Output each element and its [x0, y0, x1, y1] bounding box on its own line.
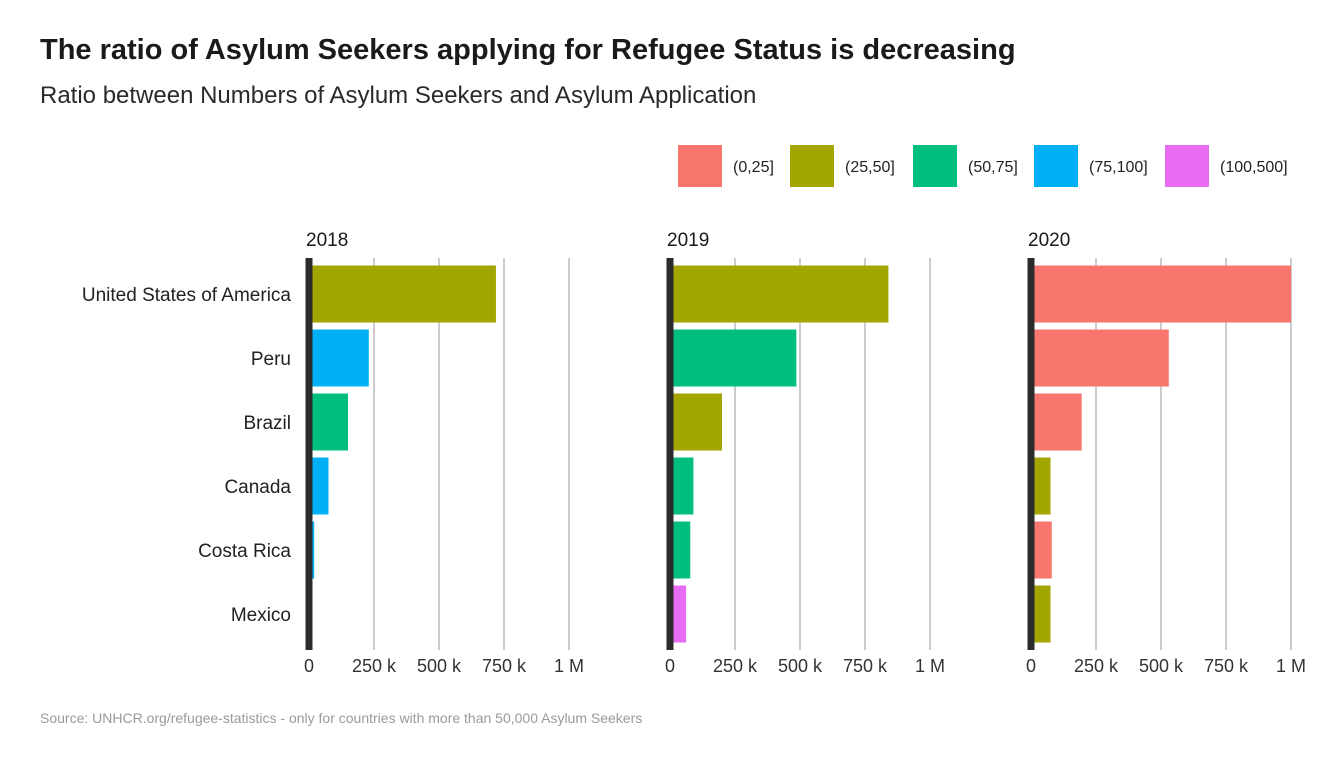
legend-label: (0,25]	[733, 159, 774, 176]
x-tick-label: 0	[304, 656, 314, 676]
x-tick-label: 500 k	[778, 656, 823, 676]
legend-key	[678, 145, 722, 187]
bar	[670, 393, 722, 451]
x-tick-label: 750 k	[482, 656, 527, 676]
x-tick-label: 750 k	[843, 656, 888, 676]
bar	[670, 457, 694, 515]
legend-label: (25,50]	[845, 159, 895, 176]
category-label: Peru	[251, 349, 291, 370]
panel-title: 2018	[306, 230, 348, 251]
bar	[1031, 329, 1169, 387]
x-tick-label: 1 M	[1276, 656, 1306, 676]
bar	[670, 521, 691, 579]
x-tick-label: 1 M	[915, 656, 945, 676]
x-tick-label: 500 k	[1139, 656, 1184, 676]
bar	[1031, 585, 1051, 643]
legend-label: (50,75]	[968, 159, 1018, 176]
chart-title: The ratio of Asylum Seekers applying for…	[40, 34, 1016, 66]
chart-caption: Source: UNHCR.org/refugee-statistics - o…	[40, 710, 643, 726]
bar	[1031, 265, 1291, 323]
category-label: Costa Rica	[198, 541, 291, 562]
bar	[1031, 457, 1051, 515]
x-tick-label: 1 M	[554, 656, 584, 676]
bar	[1031, 521, 1052, 579]
legend-key	[790, 145, 834, 187]
category-label: Mexico	[231, 605, 291, 626]
bar	[670, 329, 797, 387]
x-tick-label: 500 k	[417, 656, 462, 676]
bar	[670, 265, 889, 323]
chart-subtitle: Ratio between Numbers of Asylum Seekers …	[40, 82, 757, 109]
bar	[309, 265, 496, 323]
legend-key	[913, 145, 957, 187]
x-tick-label: 0	[1026, 656, 1036, 676]
legend-label: (100,500]	[1220, 159, 1288, 176]
bar	[309, 457, 329, 515]
x-tick-label: 750 k	[1204, 656, 1249, 676]
panel-title: 2019	[667, 230, 709, 251]
legend-key	[1034, 145, 1078, 187]
panel-title: 2020	[1028, 230, 1070, 251]
category-label: United States of America	[82, 285, 292, 306]
bar	[1031, 393, 1082, 451]
legend-key	[1165, 145, 1209, 187]
x-tick-label: 250 k	[1074, 656, 1119, 676]
bar	[309, 393, 348, 451]
bar	[309, 329, 369, 387]
x-tick-label: 250 k	[713, 656, 758, 676]
category-label: Brazil	[243, 413, 291, 434]
x-tick-label: 0	[665, 656, 675, 676]
category-label: Canada	[224, 477, 291, 498]
x-tick-label: 250 k	[352, 656, 397, 676]
legend-label: (75,100]	[1089, 159, 1148, 176]
bar	[670, 585, 687, 643]
